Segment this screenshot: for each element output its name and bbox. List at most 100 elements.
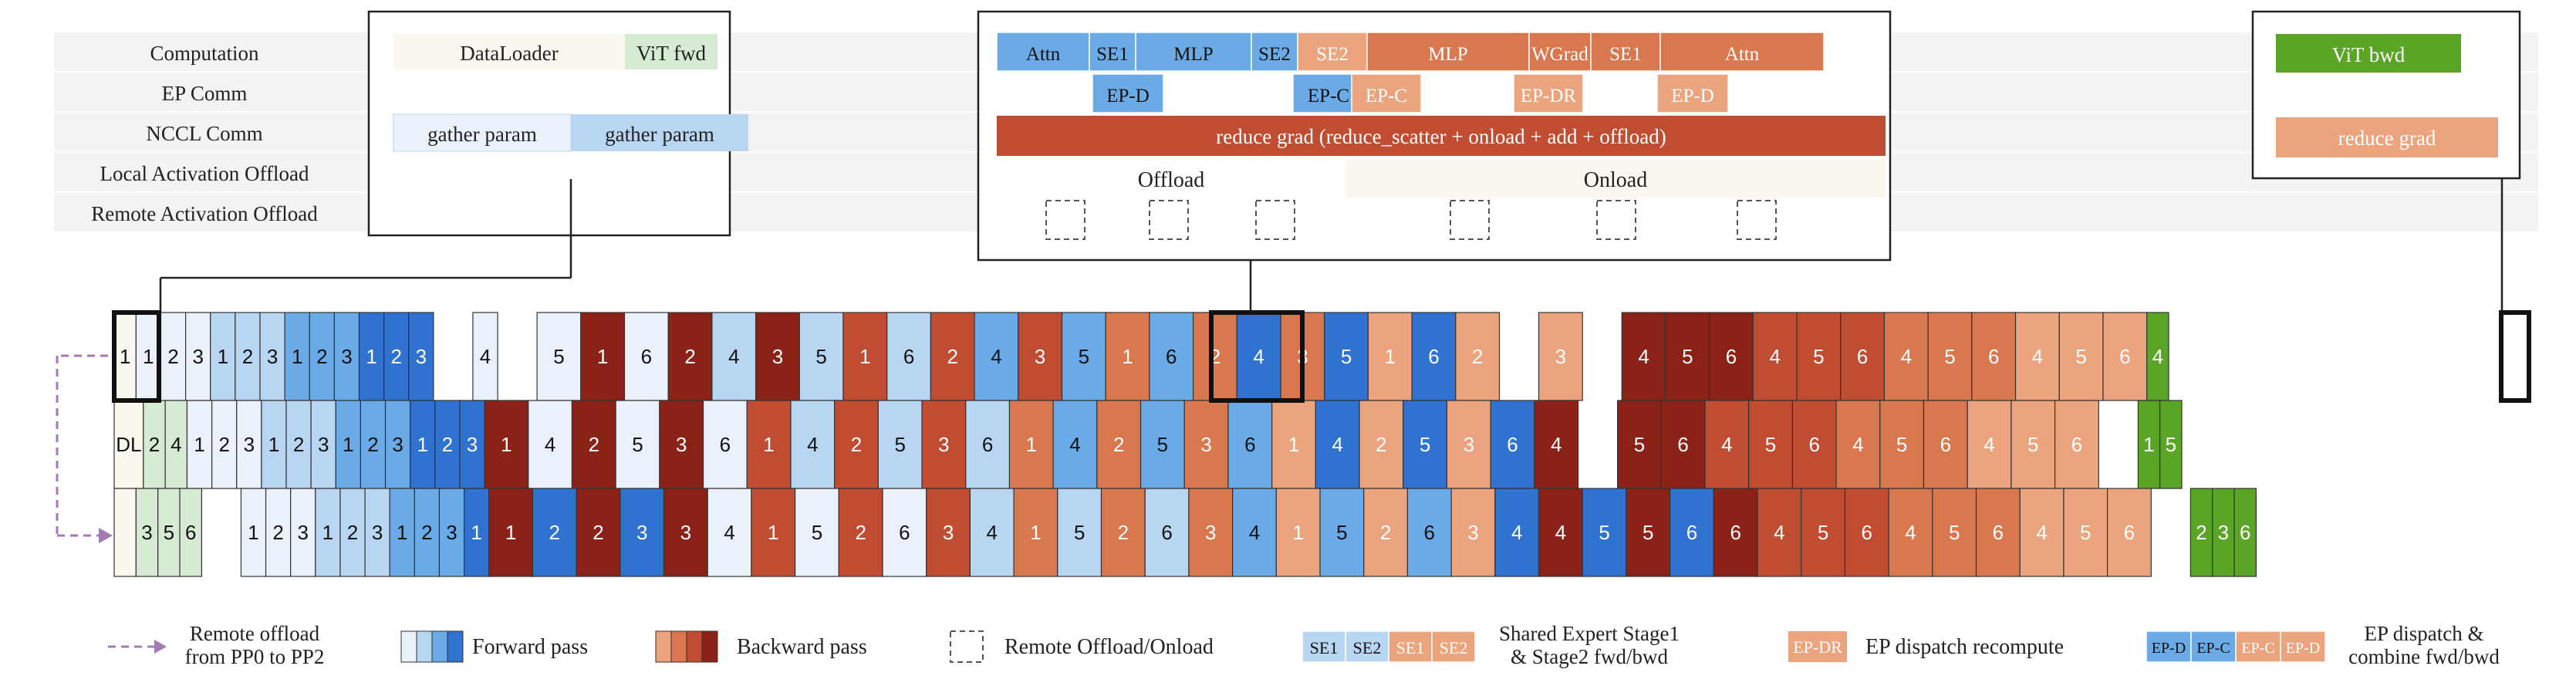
pipeline-cell-label: 1 [248,521,258,544]
legend-shared-expert-text: Shared Expert Stage1 [1499,622,1680,645]
legend-ep-dr-label: EP dispatch recompute [1865,635,2064,659]
pipeline-cell-label: 4 [1852,433,1863,456]
pipeline-cell-label: 5 [164,521,174,544]
pipeline-cell-label: 2 [855,521,866,544]
mid-ep-4: EP-D [1671,86,1714,106]
pipeline-cell-label: 1 [194,433,204,456]
mid-comp-8: Attn [1725,44,1760,65]
pipeline-cell-label: 5 [812,521,822,544]
pipeline-cell-label: 4 [1332,433,1342,456]
legend-remote-offload-text: from PP0 to PP2 [185,645,325,668]
pipeline-cell-label: 5 [1949,521,1960,544]
pipeline-cell-label: 5 [553,345,564,368]
mid-comp-3: SE2 [1258,44,1291,65]
pipeline-cell-label: 6 [1988,345,1999,368]
pipeline-cell [290,488,316,577]
mid-comp-6: WGrad [1531,44,1588,65]
pipeline-cell-label: 1 [1385,345,1396,368]
pipeline-cell-label: 5 [1944,345,1955,368]
pipeline-cell-label: 1 [1288,433,1299,456]
pipeline-cell [1538,488,1583,577]
pipeline-cell [667,312,713,401]
pipeline-cell-label: 6 [1507,433,1518,456]
pipeline-cell-label: 5 [1642,521,1653,544]
pipeline-cell-label: 4 [724,521,734,544]
pipeline-cell-label: 2 [242,345,253,368]
pipeline-cell-label: 3 [341,345,352,368]
pipeline-cell-label: 5 [1336,521,1347,544]
pipeline-cell-label: 4 [1983,433,1994,456]
pipeline-cell [1450,488,1496,577]
pipeline-cell-label: 2 [851,433,862,456]
pipeline-cell [1018,312,1063,401]
pipeline-cell [2107,488,2152,577]
pipeline-cell-label: 4 [545,433,555,456]
pipeline-cell-label: 1 [143,345,154,368]
pipeline-cell-label: 3 [267,345,278,368]
pipeline-cell-label: 4 [1253,345,1264,368]
pipeline-cell-label: 2 [947,345,958,368]
pipeline-cell-label: 6 [1809,433,1820,456]
pipeline-cell-label: 3 [772,345,783,368]
pipeline-cell [1879,400,1925,489]
pipeline-cell [265,488,292,577]
legend-forward-swatch [431,630,448,663]
pipeline-cell-label: 3 [938,433,949,456]
pipeline-cell-label: 6 [1857,345,1868,368]
pipeline-cell-label: 1 [1292,521,1303,544]
pipeline-cell [1844,488,1889,577]
pipeline-cell [339,488,366,577]
pipeline-cell [1411,312,1457,401]
mid-comp-4: SE2 [1316,44,1349,65]
pipeline-cell [1192,312,1237,401]
vit-bwd-label: ViT bwd [2332,43,2406,66]
pipeline-cell [472,312,498,401]
pipeline-cell-label: 4 [1638,345,1649,368]
pipeline-cell-label: 1 [2143,433,2154,456]
mid-ep-2: EP-C [1366,86,1407,106]
pipeline-cell [2063,488,2108,577]
pipeline-cell [408,312,434,401]
pipeline-cell-label: 4 [1774,521,1784,544]
pipeline-cell-label: 2 [589,433,599,456]
pipeline-cell [620,488,665,577]
zoom-box-right: ViT bwd reduce grad [2251,10,2521,180]
pipeline-cell-label: 5 [1079,345,1089,368]
pipeline-cell-label: 1 [1030,521,1041,544]
pipeline-cell [1100,488,1146,577]
pipeline-cell [882,488,927,577]
pipeline-cell-label: 2 [316,345,327,368]
pipeline-cell [358,312,385,401]
row-label-local-offload: Local Activation Offload [100,162,309,185]
pipeline-cell-label: 2 [347,521,358,544]
offload-label: Offload [1138,168,1205,192]
pipeline-cell-label: 4 [728,345,739,368]
highlight-middle [1209,310,1305,403]
pipeline-cell-label: 4 [1551,433,1561,456]
pipeline-cell [1835,400,1881,489]
pipeline-cell [1232,488,1277,577]
pipeline-cell-label: 3 [2218,521,2229,544]
pipeline-cell-label: 5 [1634,433,1645,456]
legend-remote-onload-swatch [950,630,984,663]
pipeline-cell [2010,400,2056,489]
pipeline-cell-label: 6 [720,433,731,456]
pipeline-cell-label: 5 [1157,433,1168,456]
pipeline-cell-label: 3 [372,521,383,544]
pipeline-cell-label: 3 [676,433,687,456]
pipeline-cell-label: 6 [1244,433,1255,456]
legend-se-3: SE2 [1440,638,1468,657]
pipeline-cell-label: 4 [2036,521,2047,544]
pipeline-cell [1791,400,1837,489]
pipeline-cell [1538,312,1583,401]
mid-ep-0: EP-D [1106,86,1150,106]
pipeline-cell [1665,312,1710,401]
pipeline-cell-label: 6 [899,521,910,544]
legend-backward-label: Backward pass [737,635,867,659]
pipeline-cell [1748,400,1793,489]
legend-ep-0: EP-D [2152,640,2186,657]
pipeline-cell [838,488,883,577]
pipeline-cell-label: 2 [684,345,695,368]
pipeline-cell-label: 6 [1428,345,1439,368]
pipeline-cell [1888,488,1933,577]
